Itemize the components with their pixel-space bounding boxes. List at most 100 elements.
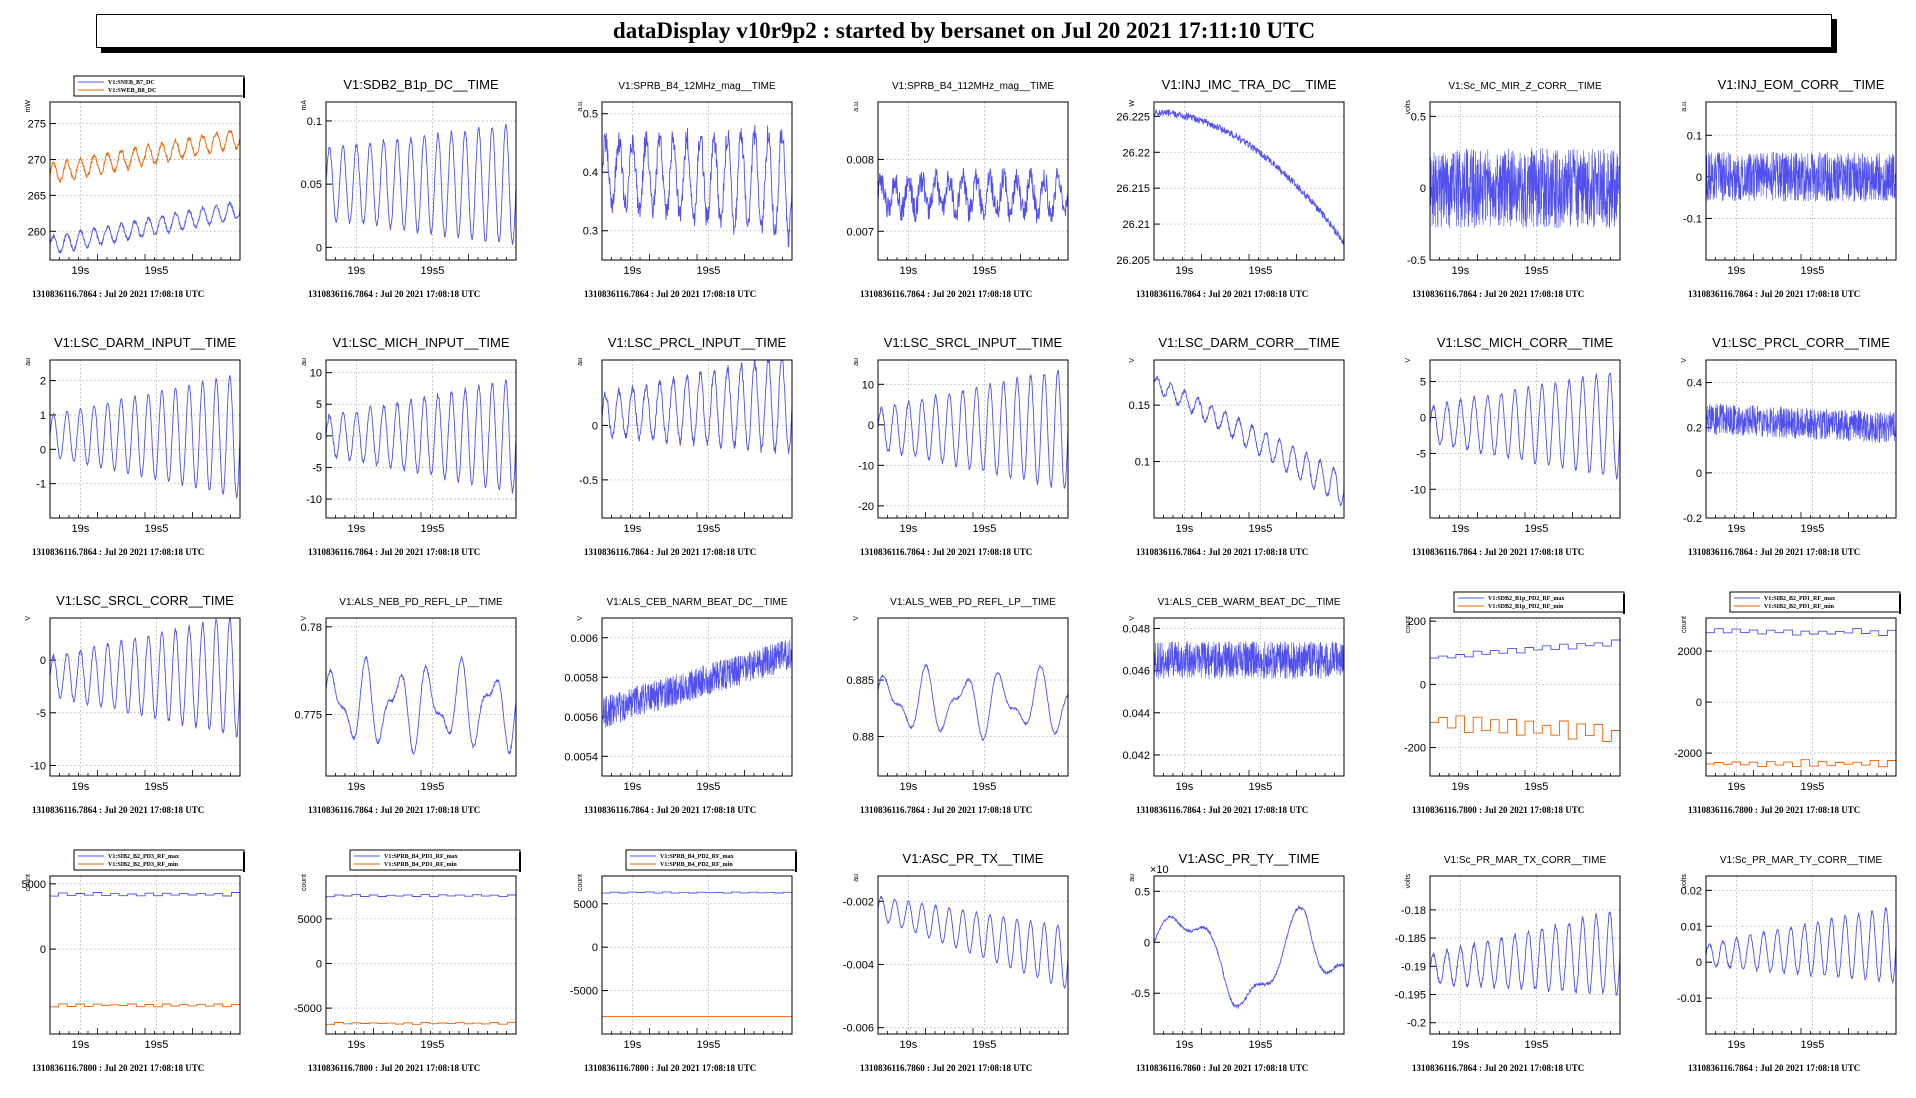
series-line	[602, 124, 792, 248]
tick-label-y: 0.044	[1122, 708, 1150, 720]
axis-unit-label: count	[301, 874, 308, 891]
legend-entry: V1:SIB2_B2_PD1_RF_min	[1764, 604, 1835, 610]
tick-label-x: 19s5	[1248, 781, 1272, 793]
chart-svg: -200 0 200 19s 19s5 count V1:SDB2_B1p_PD2_RF_m…	[1404, 591, 1625, 815]
tick-label-y: 0.775	[294, 710, 322, 722]
series-line	[1430, 372, 1620, 480]
gps-timestamp: 1310836116.7800 : Jul 20 2021 17:08:18 U…	[308, 1063, 480, 1073]
plot-frame	[1153, 875, 1345, 1035]
gps-timestamp: 1310836116.7864 : Jul 20 2021 17:08:18 U…	[32, 547, 204, 557]
plot-frame	[325, 359, 517, 519]
tick-label-x: 19s	[1728, 781, 1746, 793]
tick-label-y: 26.205	[1116, 255, 1150, 267]
chart-panel: V1:Sc_PR_MAR_TX_CORR__TIME -0.2 -0.195 -0.1…	[1382, 842, 1656, 1098]
gps-timestamp: 1310836116.7864 : Jul 20 2021 17:08:18 U…	[1688, 289, 1860, 299]
axis-unit-label: count	[577, 874, 584, 891]
chart-svg: V1:Sc_MC_MIR_Z_CORR__TIME -0.5 0 0.5 19s 19s5…	[1405, 81, 1621, 299]
axis-unit-label: W	[1129, 100, 1136, 107]
plot-frame	[49, 875, 241, 1035]
legend-entry: V1:SIB2_B2_PD1_RF_max	[1764, 596, 1835, 602]
legend-entry: V1:SPRB_B4_PD2_RF_max	[660, 854, 734, 860]
tick-label-y: -10	[1410, 484, 1426, 496]
tick-label-y: 0.885	[846, 675, 874, 687]
gps-timestamp: 1310836116.7864 : Jul 20 2021 17:08:18 U…	[1136, 547, 1308, 557]
tick-label-y: -0.185	[1395, 933, 1426, 945]
axis-unit-label: V	[25, 616, 32, 621]
tick-label-x: 19s	[624, 1039, 642, 1051]
gps-timestamp: 1310836116.7800 : Jul 20 2021 17:08:18 U…	[32, 1063, 204, 1073]
tick-label-x: 19s	[1176, 523, 1194, 535]
tick-label-y: -0.5	[579, 475, 598, 487]
chart-title: V1:LSC_SRCL_INPUT__TIME	[884, 335, 1063, 350]
chart-panel: V1:LSC_MICH_CORR__TIME -10 -5 0 5 19s 19s5 V 131…	[1382, 326, 1656, 582]
tick-label-y: 0.78	[301, 622, 322, 634]
plot-area	[50, 618, 240, 738]
tick-label-y: 0.05	[301, 179, 322, 191]
tick-label-x: 19s5	[696, 265, 720, 277]
axis-unit-label: mA	[301, 100, 308, 111]
chart-svg: V1:ALS_CEB_NARM_BEAT_DC__TIME 0.0054 0.005…	[564, 597, 793, 815]
plot-frame	[1705, 101, 1897, 261]
tick-label-x: 19s	[348, 523, 366, 535]
series-line	[50, 375, 240, 500]
tick-label-x: 19s5	[1524, 1039, 1548, 1051]
axis-unit-label: volts	[1405, 100, 1412, 115]
tick-label-y: 0	[1696, 172, 1702, 184]
chart-svg: V1:Sc_PR_MAR_TY_CORR__TIME -0.01 0 0.01 0.02…	[1677, 855, 1897, 1073]
chart-svg: 0 5000 19s 19s5 count V1:SIB2_B2_PD3_RF_max V1…	[22, 849, 245, 1073]
tick-label-y: 5	[1420, 377, 1426, 389]
axis-unit-label: au	[853, 358, 860, 366]
series-line	[1430, 715, 1620, 742]
tick-label-y: 0	[40, 944, 46, 956]
tick-label-x: 19s5	[696, 781, 720, 793]
tick-label-x: 19s	[624, 523, 642, 535]
tick-label-y: -5000	[570, 986, 598, 998]
chart-panel: -5000 0 5000 19s 19s5 count V1:SPRB_B4_PD1_RF_…	[278, 842, 552, 1098]
chart-svg: V1:LSC_DARM_INPUT__TIME -1 0 1 2 19s 19s5 au 131…	[25, 335, 241, 557]
legend-entry: V1:SWEB_B8_DC	[108, 88, 156, 94]
tick-label-x: 19s5	[420, 523, 444, 535]
tick-label-x: 19s5	[1800, 523, 1824, 535]
plot-frame	[601, 617, 793, 777]
tick-label-y: -20	[858, 501, 874, 513]
plot-area	[602, 891, 792, 1018]
chart-panel: V1:SDB2_B1p_DC__TIME 0 0.05 0.1 19s 19s5 mA 131…	[278, 68, 552, 324]
legend-entry: V1:SDB2_B1p_PD2_RF_max	[1488, 596, 1564, 602]
axis-unit-label: V	[1129, 616, 1136, 621]
tick-label-y: 0	[316, 242, 322, 254]
plot-area	[1706, 403, 1896, 443]
plot-frame	[1705, 617, 1897, 777]
gps-timestamp: 1310836116.7864 : Jul 20 2021 17:08:18 U…	[860, 805, 1032, 815]
chart-svg: V1:ALS_WEB_PD_REFL_LP__TIME 0.88 0.885 19s 1…	[846, 597, 1069, 815]
plot-area	[326, 379, 516, 494]
chart-svg: -5000 0 5000 19s 19s5 count V1:SPRB_B4_PD1_RF_…	[294, 849, 521, 1073]
tick-label-x: 19s5	[420, 265, 444, 277]
gps-timestamp: 1310836116.7864 : Jul 20 2021 17:08:18 U…	[1412, 289, 1584, 299]
chart-title: V1:LSC_SRCL_CORR__TIME	[56, 593, 234, 608]
tick-label-y: 0.2	[1687, 423, 1702, 435]
plot-area	[878, 369, 1068, 489]
tick-label-y: 0	[1420, 412, 1426, 424]
plot-frame	[601, 101, 793, 261]
plot-frame	[1153, 359, 1345, 519]
tick-label-x: 19s	[900, 523, 918, 535]
series-line	[50, 892, 240, 897]
chart-panel: V1:ALS_CEB_NARM_BEAT_DC__TIME 0.0054 0.005…	[554, 584, 828, 840]
tick-label-y: 0.5	[1135, 886, 1150, 898]
tick-label-y: 0.007	[846, 226, 874, 238]
chart-svg: V1:Sc_PR_MAR_TX_CORR__TIME -0.2 -0.195 -0.1…	[1395, 855, 1621, 1073]
chart-svg: V1:LSC_MICH_CORR__TIME -10 -5 0 5 19s 19s5 V 131…	[1405, 335, 1621, 557]
tick-label-x: 19s5	[972, 1039, 996, 1051]
tick-label-y: 0	[1144, 937, 1150, 949]
legend-entry: V1:SIB2_B2_PD3_RF_min	[108, 862, 179, 868]
tick-label-y: 200	[1408, 616, 1426, 628]
chart-title: V1:INJ_IMC_TRA_DC__TIME	[1162, 77, 1337, 92]
chart-svg: V1:ASC_PR_TY__TIME -0.5 0 0.5 19s 19s5 au ×10 13…	[1129, 851, 1345, 1073]
tick-label-y: -0.18	[1401, 905, 1426, 917]
series-line	[50, 201, 240, 254]
series-line	[602, 639, 792, 728]
tick-label-x: 19s	[1728, 1039, 1746, 1051]
tick-label-y: 0.1	[1135, 457, 1150, 469]
chart-title: V1:ALS_CEB_NARM_BEAT_DC__TIME	[607, 597, 788, 608]
series-line	[1430, 911, 1620, 996]
